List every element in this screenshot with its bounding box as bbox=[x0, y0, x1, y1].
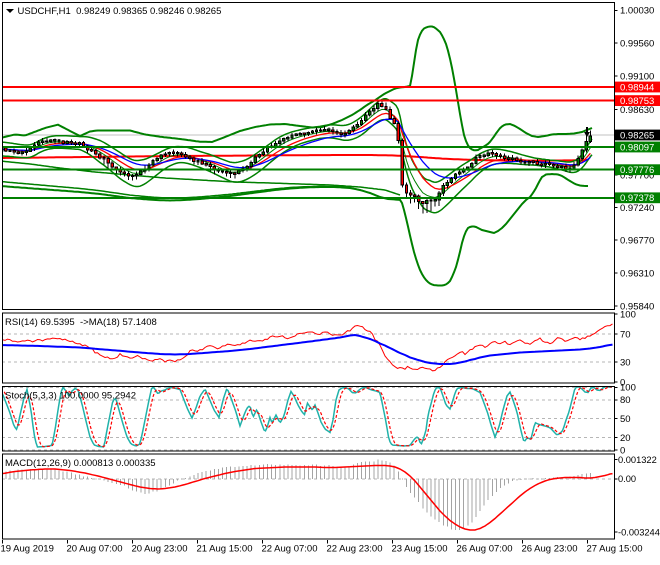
svg-text:0.96310: 0.96310 bbox=[620, 268, 654, 279]
svg-text:70: 70 bbox=[620, 329, 631, 340]
svg-text:0.98753: 0.98753 bbox=[620, 96, 654, 107]
svg-text:0.98097: 0.98097 bbox=[620, 142, 654, 153]
svg-text:20 Aug 07:00: 20 Aug 07:00 bbox=[67, 544, 123, 555]
svg-text:0.99100: 0.99100 bbox=[620, 71, 654, 82]
svg-text:26 Aug 07:00: 26 Aug 07:00 bbox=[457, 544, 513, 555]
svg-text:0.98944: 0.98944 bbox=[620, 82, 654, 93]
svg-text:0.00: 0.00 bbox=[618, 474, 636, 484]
svg-text:0.98630: 0.98630 bbox=[620, 105, 654, 116]
svg-text:0.95840: 0.95840 bbox=[620, 301, 654, 312]
svg-text:27 Aug 15:00: 27 Aug 15:00 bbox=[587, 544, 643, 555]
svg-text:20: 20 bbox=[620, 433, 631, 444]
svg-text:100: 100 bbox=[620, 383, 636, 394]
svg-text:1.00030: 1.00030 bbox=[620, 6, 654, 17]
svg-text:19 Aug 2019: 19 Aug 2019 bbox=[1, 544, 54, 555]
svg-text:21 Aug 15:00: 21 Aug 15:00 bbox=[197, 544, 253, 555]
svg-text:0.97240: 0.97240 bbox=[620, 203, 654, 214]
svg-text:0: 0 bbox=[620, 377, 625, 388]
svg-text:20 Aug 23:00: 20 Aug 23:00 bbox=[132, 544, 188, 555]
svg-text:22 Aug 23:00: 22 Aug 23:00 bbox=[327, 544, 383, 555]
svg-text:0.97776: 0.97776 bbox=[620, 165, 654, 176]
svg-text:Stoch(5,3,3) 100.0000 95.2942: Stoch(5,3,3) 100.0000 95.2942 bbox=[5, 391, 136, 402]
svg-text:0.97378: 0.97378 bbox=[620, 193, 654, 204]
svg-text:22 Aug 07:00: 22 Aug 07:00 bbox=[262, 544, 318, 555]
svg-text:0: 0 bbox=[620, 445, 625, 456]
svg-text:0.97700: 0.97700 bbox=[620, 170, 654, 181]
svg-text:0.96770: 0.96770 bbox=[620, 235, 654, 246]
svg-text:30: 30 bbox=[620, 357, 631, 368]
svg-text:23 Aug 15:00: 23 Aug 15:00 bbox=[392, 544, 448, 555]
svg-text:100: 100 bbox=[620, 309, 636, 320]
svg-text:-0.003244: -0.003244 bbox=[618, 528, 660, 538]
svg-text:0.001322: 0.001322 bbox=[618, 455, 657, 465]
svg-text:MACD(12,26,9) 0.000813 0.00033: MACD(12,26,9) 0.000813 0.000335 bbox=[5, 458, 156, 469]
svg-text:26 Aug 23:00: 26 Aug 23:00 bbox=[522, 544, 578, 555]
svg-text:0.98265: 0.98265 bbox=[620, 130, 654, 141]
svg-text:0.99560: 0.99560 bbox=[620, 38, 654, 49]
svg-text:USDCHF,H1 0.98249 0.98365 0.9: USDCHF,H1 0.98249 0.98365 0.98246 0.9826… bbox=[18, 6, 222, 17]
svg-text:80: 80 bbox=[620, 395, 631, 406]
svg-text:RSI(14) 69.5395 ->MA(18) 57.1: RSI(14) 69.5395 ->MA(18) 57.1408 bbox=[5, 317, 157, 328]
svg-text:50: 50 bbox=[620, 414, 631, 425]
